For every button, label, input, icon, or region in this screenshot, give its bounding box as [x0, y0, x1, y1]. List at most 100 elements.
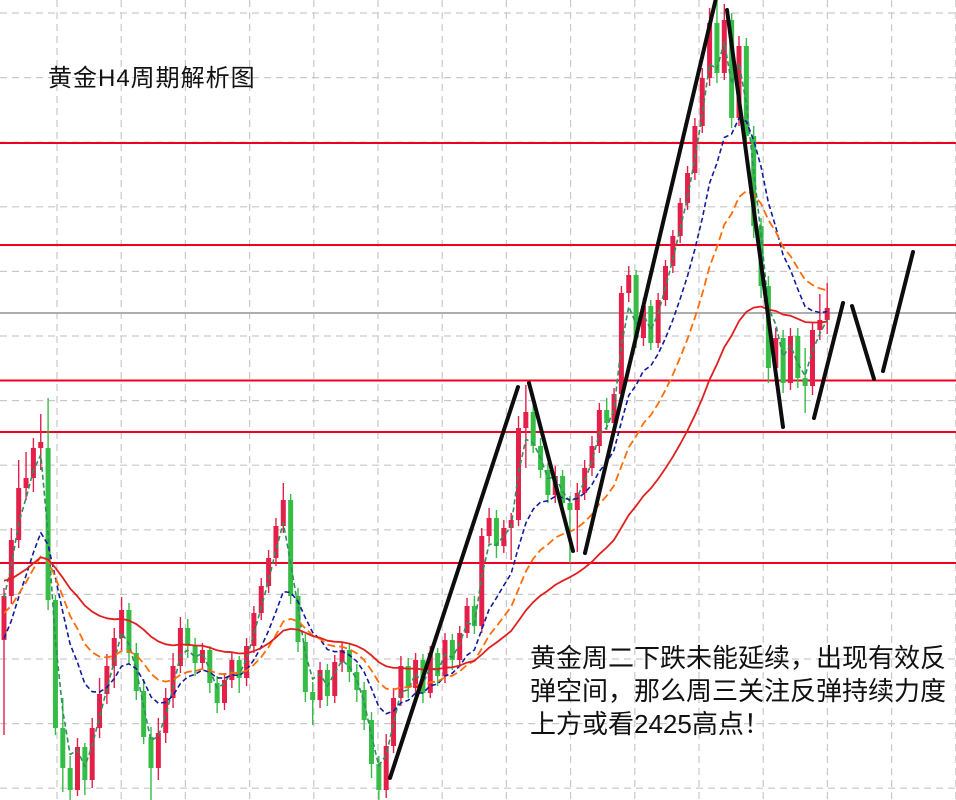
ma-mid-navy [3, 117, 828, 715]
candle-body [780, 338, 786, 383]
candle-body [501, 528, 507, 546]
candle-body [273, 526, 279, 558]
candle-body [824, 308, 830, 320]
candle-body [302, 642, 308, 692]
candle-body [802, 378, 808, 386]
candle-body [699, 78, 705, 126]
candle-body [787, 336, 793, 383]
candle-body [214, 683, 220, 703]
candle-body [640, 306, 646, 338]
candle-body [244, 646, 250, 678]
candle-body [89, 728, 95, 780]
candle-body [751, 136, 757, 226]
candle-body [743, 46, 749, 136]
ma-slowest-red [3, 305, 828, 671]
candle-body [442, 640, 448, 676]
candle-body [493, 518, 499, 546]
candle-body [714, 23, 720, 73]
candle-body [324, 670, 330, 696]
candle-body [38, 442, 44, 448]
candle-body [795, 336, 801, 378]
candle-body [729, 20, 735, 118]
candle-body [199, 650, 205, 663]
candle-body [141, 691, 147, 737]
candle-body [310, 692, 316, 700]
candle-body [207, 650, 213, 683]
annotation-line-1: 黄金周二下跌未能延续，出现有效反 [530, 643, 947, 673]
candle-body [648, 306, 654, 343]
candle-body [295, 596, 301, 642]
annotation-line-3: 上方或看2425高点！ [530, 709, 770, 739]
candle-body [398, 666, 404, 698]
candle-body [126, 610, 132, 653]
candle-body [810, 330, 815, 386]
ma-slow-orange [3, 190, 828, 691]
candle-body [427, 653, 433, 693]
trendline-forecast-down[interactable] [850, 304, 876, 381]
candle-body [435, 653, 441, 676]
candle-body [16, 488, 22, 540]
candle-body [471, 606, 477, 626]
candle-body [339, 650, 345, 662]
candle-body [560, 476, 566, 503]
analysis-annotation: 黄金周二下跌未能延续，出现有效反 弹空间，那么周三关注反弹持续力度 上方或看24… [530, 642, 946, 741]
trendline-up-leg-2-main[interactable] [583, 0, 718, 555]
candle-body [626, 275, 632, 293]
candle-body [222, 680, 227, 703]
candle-body [449, 640, 455, 660]
candle-body [97, 694, 103, 728]
candle-body [464, 606, 470, 633]
candle-body [23, 478, 29, 488]
candle-body [376, 764, 382, 790]
candle-body [633, 275, 639, 338]
candle-body [60, 728, 66, 768]
candle-body [346, 650, 352, 672]
candle-body [655, 300, 661, 343]
candle-body [266, 558, 272, 586]
candle-body [280, 500, 286, 526]
candle-body [258, 586, 264, 613]
candle-body [391, 698, 397, 746]
candle-body [486, 518, 492, 536]
candle-body [405, 666, 411, 688]
candle-body [30, 448, 36, 478]
candle-body [251, 613, 257, 646]
candle-body [170, 666, 176, 698]
candle-body [104, 666, 110, 694]
trendline-down-leg-1[interactable] [527, 381, 575, 553]
candle-body [736, 46, 742, 118]
trendline-forecast-up-1[interactable] [812, 301, 845, 420]
candle-body [545, 470, 551, 495]
candle-body [596, 410, 602, 446]
candle-body [611, 394, 617, 423]
candle-body [75, 747, 80, 790]
candle-body [663, 266, 668, 300]
candle-body [670, 236, 676, 266]
candle-body [604, 410, 610, 423]
candle-body [685, 173, 691, 203]
candle-body [589, 446, 595, 468]
trendline-down-leg-2-main[interactable] [725, 8, 785, 429]
candle-body [317, 670, 323, 700]
candle-body [707, 23, 713, 78]
candle-body [82, 747, 88, 780]
candle-body [185, 628, 191, 646]
candle-body [692, 126, 698, 173]
trendline-forecast-up-2[interactable] [881, 250, 915, 373]
candle-body [119, 610, 125, 638]
candle-body [148, 737, 154, 768]
candle-body [236, 660, 242, 678]
candle-body [523, 412, 529, 428]
trendline-up-leg-1[interactable] [388, 385, 520, 780]
candle-body [369, 720, 374, 764]
candle-body [332, 662, 338, 696]
candle-body [155, 733, 161, 768]
candle-body [111, 638, 117, 666]
candle-body [1, 596, 7, 640]
candle-body [67, 768, 73, 790]
candle-body [516, 428, 521, 520]
candle-body [574, 493, 580, 510]
candle-body [288, 500, 294, 596]
candle-body [8, 540, 14, 596]
